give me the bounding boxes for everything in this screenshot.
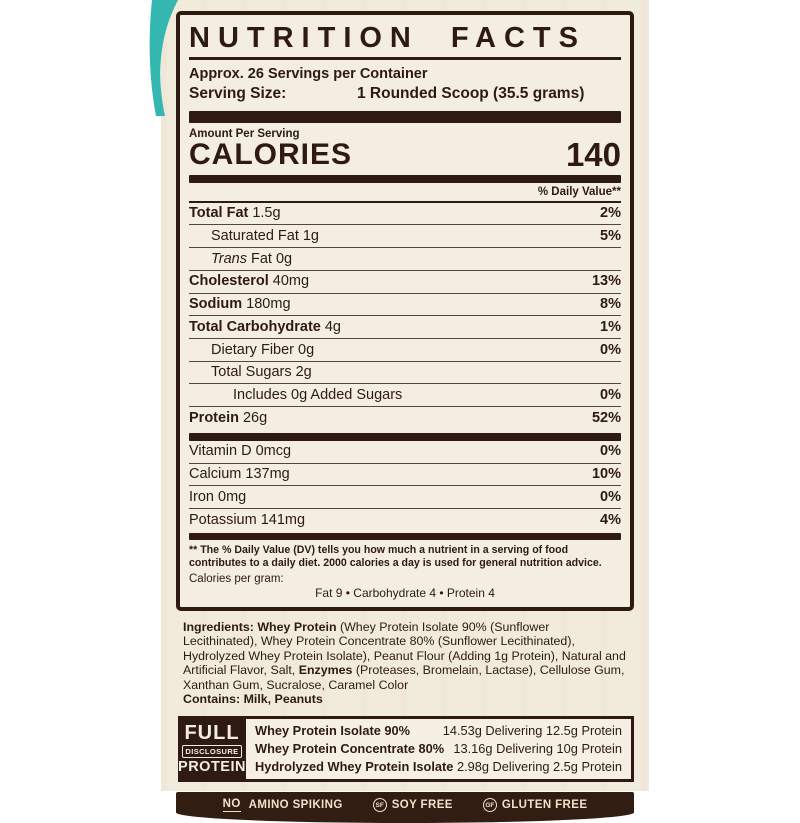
badge-line-protein: PROTEIN	[178, 758, 246, 775]
thick-divider-bar	[189, 532, 621, 540]
thick-divider-bar	[189, 432, 621, 441]
serving-size-label: Serving Size:	[189, 84, 287, 102]
nutrient-row-sodium: Sodium 180mg 8%	[189, 294, 621, 317]
servings-per-container: Approx. 26 Servings per Container	[189, 66, 428, 83]
daily-value-footnote: ** The % Daily Value (DV) tells you how …	[189, 543, 602, 569]
calories-label: CALORIES	[189, 138, 353, 172]
protein-breakdown-row: Whey Protein Isolate 90% 14.53g Deliveri…	[255, 722, 622, 738]
badge-line-full: FULL	[184, 721, 240, 744]
nutrient-row-added-sugars: Includes 0g Added Sugars 0%	[189, 384, 621, 408]
packaging-teal-accent	[149, 0, 178, 116]
protein-breakdown-table: Whey Protein Isolate 90% 14.53g Deliveri…	[246, 715, 634, 782]
title-divider	[189, 57, 621, 61]
nutrient-row-total-sugars: Total Sugars 2g	[189, 362, 621, 385]
gluten-free-icon: GF	[482, 798, 497, 813]
amount-per-serving-label: Amount Per Serving	[189, 127, 300, 140]
nutrition-facts-panel: NUTRITION FACTS Approx. 26 Servings per …	[176, 11, 634, 611]
thick-divider-bar	[189, 174, 621, 183]
calories-value: 140	[565, 135, 621, 173]
vitamin-row-iron: Iron 0mg 0%	[189, 486, 621, 510]
nutrient-row-total-carbohydrate: Total Carbohydrate 4g 1%	[189, 316, 621, 340]
nutrient-row-saturated-fat: Saturated Fat 1g 5%	[189, 225, 621, 249]
panel-title: NUTRITION FACTS	[189, 22, 586, 54]
vitamin-row-potassium: Potassium 141mg 4%	[189, 511, 621, 528]
badge-line-disclosure: DISCLOSURE	[182, 744, 242, 758]
claim-gluten-free: GF GLUTEN FREE	[482, 798, 588, 813]
claim-no-amino-spiking: NO AMINO SPIKING	[222, 798, 343, 812]
soy-free-icon: SF	[372, 798, 387, 813]
calories-row: CALORIES 140	[189, 138, 621, 171]
nutrient-row-dietary-fiber: Dietary Fiber 0g 0%	[189, 339, 621, 362]
nutrient-row-protein: Protein 26g 52%	[189, 409, 621, 426]
serving-size-row: Serving Size: 1 Rounded Scoop (35.5 gram…	[189, 84, 621, 104]
daily-value-header: % Daily Value**	[189, 183, 621, 203]
allergen-statement: Contains: Milk, Peanuts	[183, 692, 323, 707]
protein-breakdown-row: Whey Protein Concentrate 80% 13.16g Deli…	[255, 740, 622, 756]
nutrient-row-total-fat: Total Fat 1.5g 2%	[189, 203, 621, 226]
nutrient-row-cholesterol: Cholesterol 40mg 13%	[189, 271, 621, 294]
calories-per-gram-values: Fat 9 • Carbohydrate 4 • Protein 4	[315, 585, 495, 600]
serving-size-value: 1 Rounded Scoop (35.5 grams)	[357, 84, 585, 102]
protein-breakdown-row: Hydrolyzed Whey Protein Isolate 2.98g De…	[255, 758, 622, 774]
ingredients-paragraph: Ingredients: Whey Protein (Whey Protein …	[183, 619, 626, 692]
nutrient-row-trans-fat: Trans Fat 0g	[189, 248, 621, 271]
full-disclosure-section: FULL DISCLOSURE PROTEIN Whey Protein Iso…	[178, 715, 634, 782]
full-disclosure-badge: FULL DISCLOSURE PROTEIN	[178, 715, 246, 782]
vitamin-row-calcium: Calcium 137mg 10%	[189, 464, 621, 487]
calories-per-gram-label: Calories per gram:	[189, 572, 284, 585]
ingredients-section: Ingredients: Whey Protein (Whey Protein …	[183, 620, 627, 707]
product-label-background: NUTRITION FACTS Approx. 26 Servings per …	[161, 0, 649, 823]
claim-soy-free: SF SOY FREE	[372, 798, 453, 813]
thick-divider-bar	[189, 110, 621, 123]
bottom-claims-bar: NO AMINO SPIKING SF SOY FREE GF GLUTEN F…	[176, 791, 634, 823]
vitamin-row-vitamin-d: Vitamin D 0mcg 0%	[189, 441, 621, 464]
